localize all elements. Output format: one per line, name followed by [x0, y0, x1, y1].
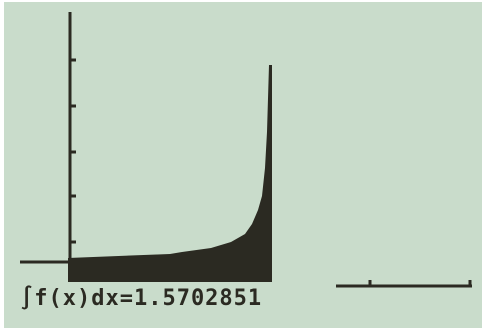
integral-result: ∫f(x)dx=1.5702851	[20, 286, 262, 311]
calculator-screen: ∫f(x)dx=1.5702851	[0, 0, 485, 332]
graph	[0, 0, 485, 332]
